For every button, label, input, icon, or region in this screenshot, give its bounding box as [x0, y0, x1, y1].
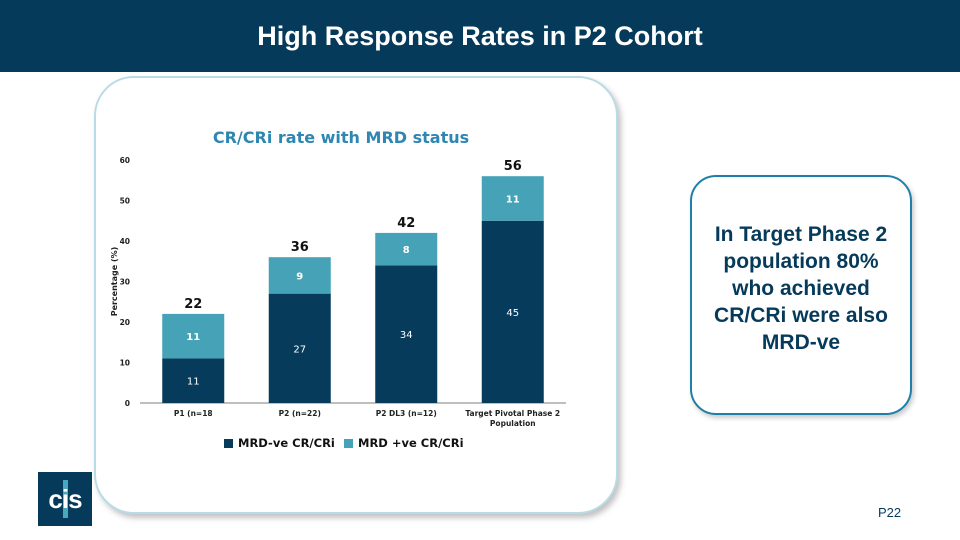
bar-value-label: 11 [186, 332, 200, 343]
y-tick-label: 40 [120, 237, 130, 246]
page-number: P22 [878, 505, 902, 520]
bar-segment-mrd-neg [162, 358, 225, 403]
bar-value-label: 11 [187, 377, 200, 388]
bar-segment-mrd-pos [162, 313, 225, 359]
x-tick-label: P2 DL3 (n=12) [376, 409, 437, 418]
bar-total-label: 56 [504, 159, 522, 174]
bar-segment-mrd-pos [375, 232, 438, 266]
y-tick-label: 0 [125, 399, 130, 408]
y-tick-label: 30 [120, 278, 130, 287]
bar-segment-mrd-neg [375, 265, 438, 403]
logo-accent-bar [63, 480, 68, 518]
callout-text: In Target Phase 2 population 80% who ach… [714, 223, 888, 354]
company-logo: cis [38, 472, 92, 526]
bar-segment-mrd-neg [481, 220, 544, 403]
bar-segment-mrd-pos [481, 176, 544, 221]
logo-text: cis [48, 483, 82, 514]
x-tick-label: P1 (n=18 [174, 409, 213, 418]
bar-total-label: 22 [184, 297, 202, 312]
y-tick-label: 10 [120, 359, 130, 368]
bar-value-label: 11 [506, 194, 520, 205]
legend-swatch-mrd-neg [224, 439, 233, 448]
header-bar: High Response Rates in P2 Cohort [0, 0, 960, 72]
x-tick-label: P2 (n=22) [279, 409, 321, 418]
chart-card: CR/CRi rate with MRD status Percentage (%… [94, 76, 618, 514]
bar-value-label: 45 [506, 308, 519, 319]
bar-value-label: 9 [296, 271, 303, 282]
slide-title: High Response Rates in P2 Cohort [257, 20, 703, 51]
legend-label: MRD +ve CR/CRi [358, 436, 464, 450]
chart-title: CR/CRi rate with MRD status [213, 128, 469, 147]
y-axis-label: Percentage (%) [110, 247, 119, 317]
x-tick-label: Target Pivotal Phase 2 [465, 409, 560, 418]
y-tick-label: 20 [120, 318, 130, 327]
legend-swatch-mrd-pos [344, 439, 353, 448]
callout-box: In Target Phase 2 population 80% who ach… [690, 175, 912, 415]
bar-total-label: 42 [397, 216, 415, 231]
bar-segment-mrd-neg [268, 293, 331, 403]
bar-segment-mrd-pos [268, 257, 331, 294]
y-tick-label: 60 [120, 156, 130, 165]
x-tick-label: Population [490, 419, 536, 428]
bar-value-label: 34 [400, 330, 413, 341]
bar-total-label: 36 [291, 240, 309, 255]
bar-value-label: 8 [403, 245, 410, 256]
y-tick-label: 50 [120, 197, 130, 206]
bar-value-label: 27 [293, 344, 306, 355]
chart: CR/CRi rate with MRD status Percentage (%… [110, 128, 566, 450]
legend-label: MRD-ve CR/CRi [238, 436, 335, 450]
